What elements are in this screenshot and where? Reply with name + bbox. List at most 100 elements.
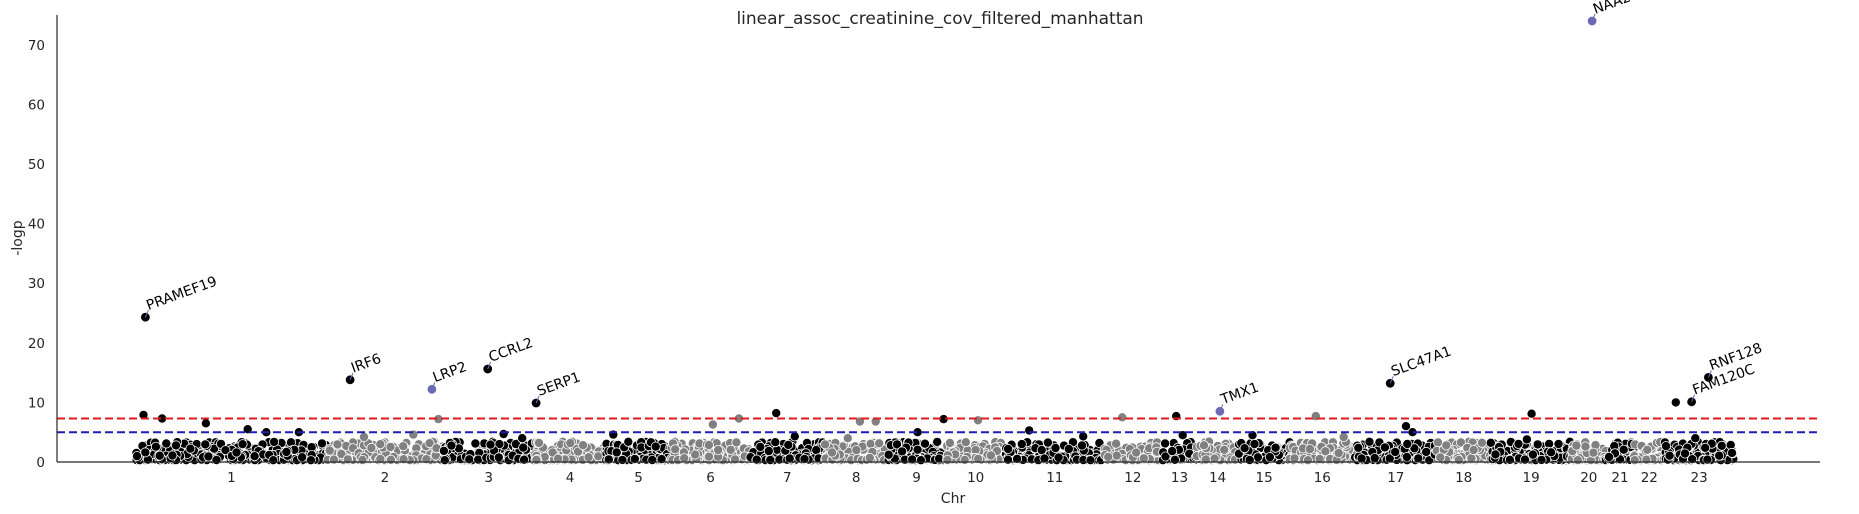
- data-point: [1401, 451, 1412, 462]
- data-point: [398, 441, 409, 452]
- data-point: [231, 447, 242, 458]
- data-point: [1680, 448, 1691, 459]
- data-point: [131, 451, 142, 462]
- data-point: [547, 447, 558, 458]
- data-point: [731, 437, 742, 448]
- gene-label: LRP2: [431, 359, 469, 386]
- data-point: [336, 449, 347, 460]
- data-point: [763, 445, 774, 456]
- data-point: [518, 442, 529, 453]
- y-tick-label: 0: [36, 455, 45, 471]
- data-point: [438, 445, 449, 456]
- data-point: [1036, 445, 1047, 456]
- data-point: [730, 454, 741, 465]
- y-tick-label: 70: [28, 38, 45, 54]
- data-point: [897, 446, 908, 457]
- data-point: [713, 444, 724, 455]
- notable-point: [1690, 433, 1701, 444]
- y-tick-label: 30: [28, 276, 45, 292]
- notable-point: [1117, 412, 1128, 423]
- data-point: [1700, 442, 1711, 453]
- x-tick-label: 15: [1256, 470, 1273, 486]
- data-point: [944, 437, 955, 448]
- x-tick-label: 22: [1641, 470, 1658, 486]
- x-tick-label: 10: [967, 470, 984, 486]
- data-point: [385, 454, 396, 465]
- data-point: [1421, 446, 1432, 457]
- data-point: [907, 454, 918, 465]
- data-point: [932, 436, 943, 447]
- data-point: [1003, 454, 1014, 465]
- notable-point: [707, 419, 718, 430]
- data-point: [1716, 440, 1727, 451]
- data-point: [1160, 438, 1171, 449]
- data-point: [375, 453, 386, 464]
- data-point: [799, 453, 810, 464]
- x-tick-label: 21: [1611, 470, 1628, 486]
- data-point: [611, 447, 622, 458]
- data-point: [565, 438, 576, 449]
- data-point: [1618, 444, 1629, 455]
- data-point: [485, 439, 496, 450]
- data-point: [1456, 437, 1467, 448]
- data-point: [211, 454, 222, 465]
- data-point: [670, 444, 681, 455]
- data-point: [1390, 446, 1401, 457]
- data-point: [1167, 446, 1178, 457]
- data-point: [269, 436, 280, 447]
- data-point: [140, 447, 151, 458]
- data-point: [1536, 454, 1547, 465]
- data-point: [820, 439, 831, 450]
- data-point: [1527, 449, 1538, 460]
- data-point: [385, 441, 396, 452]
- gene-label-connector: [1591, 13, 1596, 22]
- data-point: [170, 440, 181, 451]
- data-point: [623, 436, 634, 447]
- data-point: [811, 445, 822, 456]
- x-tick-label: 6: [706, 470, 715, 486]
- highlighted-points: [140, 15, 1714, 417]
- data-point: [1519, 454, 1530, 465]
- data-point: [874, 438, 885, 449]
- x-axis-label: Chr: [941, 491, 966, 507]
- x-tick-label: 12: [1124, 470, 1141, 486]
- data-point: [1453, 454, 1464, 465]
- data-point: [531, 454, 542, 465]
- data-point: [920, 438, 931, 449]
- data-point: [1003, 443, 1014, 454]
- gene-label-connector: [1691, 394, 1696, 402]
- axes: [56, 15, 1820, 463]
- data-point: [357, 454, 368, 465]
- data-point: [470, 438, 481, 449]
- data-point: [1264, 452, 1275, 463]
- data-point: [1477, 437, 1488, 448]
- data-point: [220, 445, 231, 456]
- data-point: [446, 440, 457, 451]
- data-point: [985, 450, 996, 461]
- data-point: [342, 454, 353, 465]
- data-point: [1039, 453, 1050, 464]
- notable-point: [1338, 431, 1349, 442]
- data-point: [305, 455, 316, 466]
- x-tick-label: 23: [1691, 470, 1708, 486]
- gene-label-connector: [1219, 404, 1224, 412]
- data-point: [690, 449, 701, 460]
- data-point: [161, 438, 172, 449]
- x-tick-label: 9: [912, 470, 921, 486]
- x-tick-labels: 1 2 3 4 5 6 7 8 9 10 11 12 13 14 15 16 17 18 19 20 21 22 23: [227, 470, 1708, 486]
- data-point: [1504, 454, 1515, 465]
- data-point: [578, 440, 589, 451]
- data-point: [1050, 442, 1061, 453]
- data-point: [755, 441, 766, 452]
- x-tick-label: 5: [634, 470, 643, 486]
- data-point: [1513, 438, 1524, 449]
- data-point: [1572, 455, 1583, 466]
- gene-label: CCRL2: [487, 335, 536, 366]
- notable-point: [842, 433, 853, 444]
- data-point: [316, 438, 327, 449]
- gene-label-connector: [487, 361, 492, 370]
- y-tick-label: 60: [28, 97, 45, 113]
- data-point: [424, 438, 435, 449]
- y-tick-label: 50: [28, 157, 45, 173]
